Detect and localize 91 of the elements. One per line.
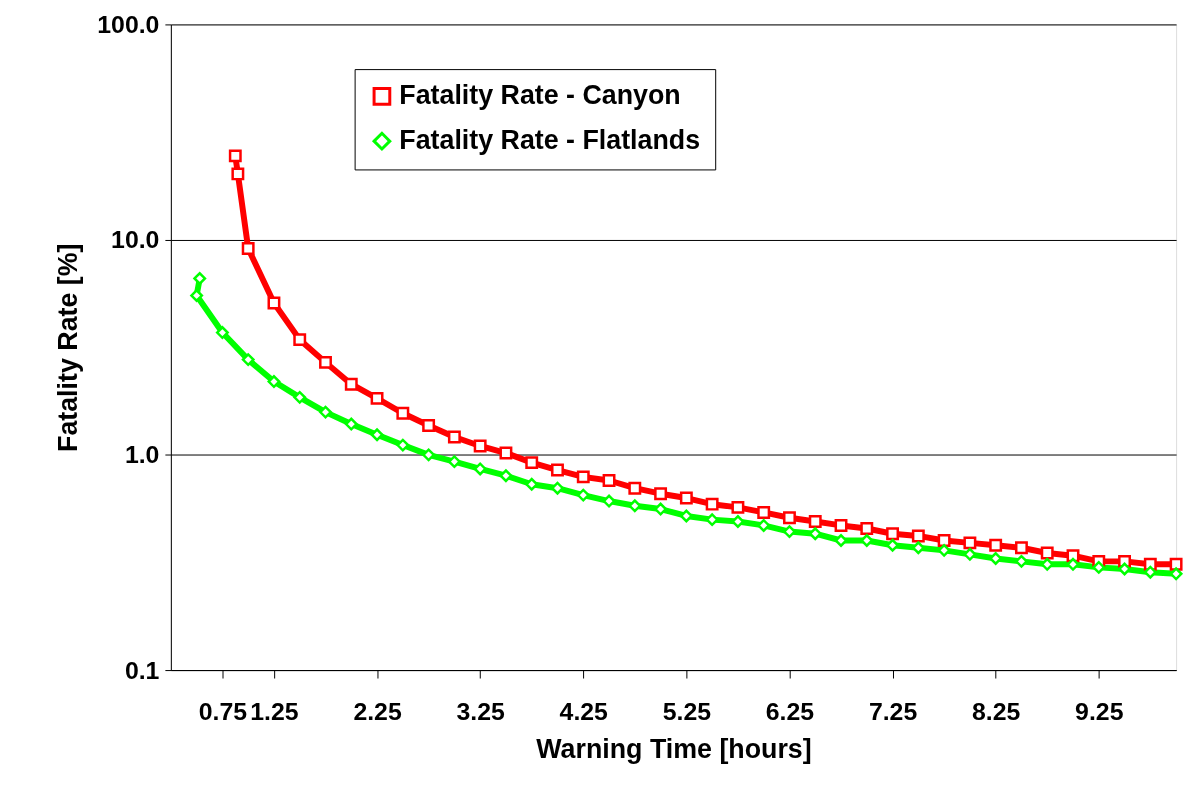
x-tick-label: 9.25 [1075, 698, 1124, 726]
legend-label: Fatality Rate - Flatlands [399, 125, 701, 156]
point [679, 509, 693, 523]
point [860, 522, 874, 535]
point [1015, 541, 1028, 555]
point [344, 417, 358, 431]
point [731, 515, 745, 528]
point [241, 242, 255, 255]
point [783, 511, 796, 525]
point [267, 375, 281, 389]
point [834, 518, 848, 532]
point [576, 488, 590, 502]
point [1092, 560, 1106, 574]
point [654, 502, 668, 516]
point [231, 167, 245, 181]
point [551, 463, 564, 477]
point [267, 296, 281, 310]
point [1169, 567, 1183, 581]
point [886, 527, 900, 541]
point [628, 481, 642, 495]
point [911, 541, 925, 555]
point [473, 462, 487, 476]
point [396, 406, 410, 420]
point [473, 439, 487, 453]
point [937, 534, 951, 547]
point [396, 438, 410, 452]
point [654, 487, 668, 501]
point [551, 481, 564, 495]
point [293, 390, 307, 404]
point [937, 543, 951, 557]
point [757, 518, 771, 532]
point [1040, 557, 1054, 571]
point [370, 428, 384, 442]
x-tick-label: 0.75 [198, 698, 248, 726]
point [628, 499, 642, 513]
point [783, 525, 796, 539]
point [1143, 565, 1157, 579]
point [808, 515, 822, 528]
point [602, 474, 616, 487]
point [190, 289, 204, 302]
x-tick-label: 5.25 [662, 698, 712, 726]
point [370, 391, 384, 405]
point [757, 506, 771, 519]
point [576, 470, 590, 484]
point [808, 527, 822, 541]
point [241, 353, 255, 367]
legend-label: Fatality Rate - Canyon [399, 80, 681, 111]
point [525, 456, 539, 470]
point [447, 455, 461, 469]
x-tick-label: 6.25 [765, 698, 815, 726]
point [228, 149, 242, 163]
point [422, 418, 436, 432]
x-tick-label: 1.25 [250, 698, 299, 726]
point [447, 430, 461, 444]
y-tick-label: 100.0 [97, 10, 160, 38]
x-axis-title: Warning Time [hours] [536, 733, 812, 764]
point [1118, 562, 1131, 576]
y-axis-title: Fatality Rate [%] [53, 243, 84, 452]
point [499, 469, 513, 483]
point [705, 497, 719, 511]
point [731, 500, 745, 514]
point [293, 333, 307, 347]
y-tick-label: 0.1 [124, 656, 160, 684]
x-tick-label: 8.25 [972, 698, 1021, 726]
x-tick-label: 2.25 [353, 698, 402, 726]
y-tick-label: 10.0 [111, 226, 160, 254]
point [215, 326, 229, 340]
x-tick-label: 3.25 [456, 698, 506, 726]
point [679, 491, 693, 505]
point [963, 547, 977, 561]
point [911, 529, 925, 543]
point [989, 538, 1003, 552]
point [525, 477, 539, 491]
point [860, 534, 874, 547]
point [834, 534, 848, 547]
x-tick-label: 7.25 [868, 698, 918, 726]
point [319, 355, 332, 369]
point [1015, 554, 1028, 568]
point [705, 513, 719, 527]
point [1040, 546, 1054, 560]
point [422, 448, 436, 462]
point [963, 536, 977, 550]
point [344, 377, 358, 391]
y-tick-label: 1.0 [124, 441, 160, 469]
point [602, 494, 616, 508]
point [319, 405, 332, 419]
point [886, 538, 900, 552]
point [193, 272, 207, 285]
point [1066, 557, 1080, 571]
x-tick-label: 4.25 [559, 698, 609, 726]
point [499, 446, 513, 460]
